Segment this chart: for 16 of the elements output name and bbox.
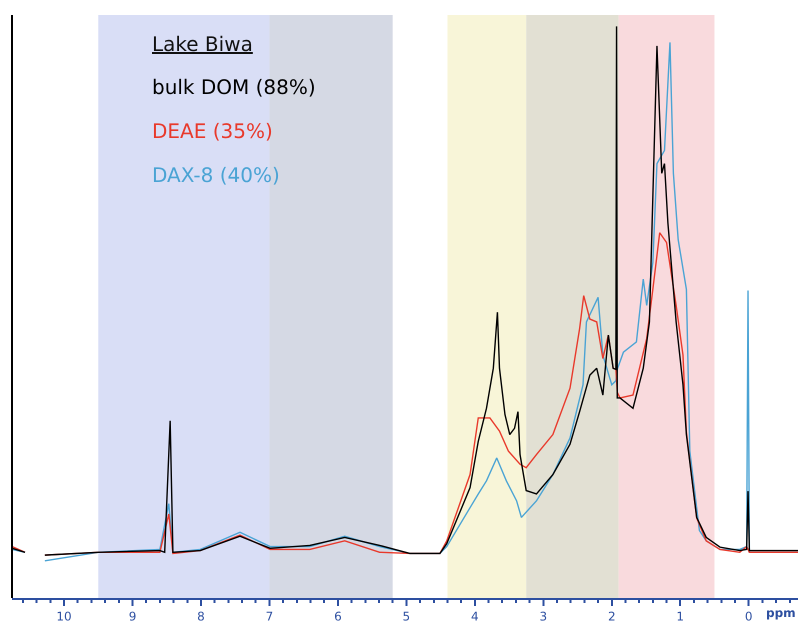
text: DEAE (35%) — [152, 119, 273, 143]
x-tick-label: 1 — [676, 609, 684, 624]
x-tick-label: 10 — [56, 609, 72, 624]
x-tick-label: 6 — [334, 609, 342, 624]
legend-title: Lake Biwa — [152, 32, 253, 56]
x-tick-label: 5 — [402, 609, 410, 624]
text: bulk DOM (88%) — [152, 75, 316, 99]
x-tick-label: 9 — [128, 609, 136, 624]
x-tick-label: 2 — [608, 609, 616, 624]
x-axis-title: ppm — [766, 606, 796, 620]
x-tick-label: 0 — [744, 609, 753, 624]
x-tick-label: 8 — [197, 609, 205, 624]
x-tick-label: 7 — [266, 609, 274, 624]
text: DAX-8 (40%) — [152, 163, 280, 187]
x-tick-label: 4 — [471, 609, 479, 624]
x-tick-label: 3 — [539, 609, 548, 624]
